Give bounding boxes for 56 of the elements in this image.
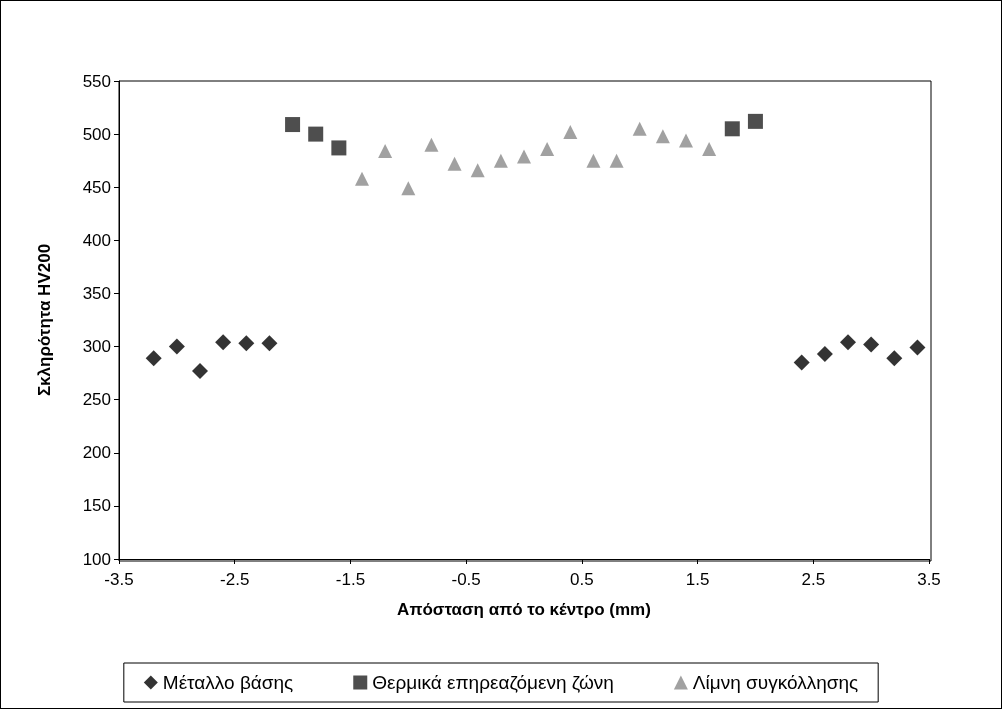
point [563,124,578,139]
x-tick-label: -2.5 [220,570,250,589]
point [679,133,693,148]
x-tick-label: 0.5 [570,570,594,589]
point [609,153,624,168]
y-tick-label: 500 [82,124,111,144]
y-tick-label: 200 [82,443,111,463]
point [702,141,717,156]
point [308,126,324,142]
legend-label: Λίμνη συγκόλλησης [692,672,859,693]
y-tick-label: 150 [82,496,111,516]
point [470,163,485,178]
point [886,350,903,367]
point [909,339,926,356]
point [447,156,462,171]
point [724,121,740,137]
point [793,354,810,371]
x-tick-label: -3.5 [104,570,134,589]
x-tick-label: 1.5 [685,570,710,589]
y-tick-label: 250 [82,390,111,410]
point [261,335,278,352]
y-tick-label: 450 [82,177,111,197]
y-axis-title: Σκληρότητα HV200 [35,243,54,397]
x-axis-title: Απόσταση από το κέντρο (mm) [397,600,651,619]
point [586,153,601,168]
legend-label: Μέταλλο βάσης [162,672,294,693]
point [424,137,439,152]
point [655,129,670,144]
point [215,334,232,351]
y-tick-label: 300 [82,337,111,357]
point [331,140,347,156]
point [863,336,880,353]
y-tick-label: 350 [82,283,111,303]
point [355,171,369,186]
point [493,153,508,168]
point [378,144,393,159]
x-tick-label: -0.5 [451,570,481,589]
legend-label: Θερμικά επηρεαζόμενη ζώνη [372,672,614,693]
point [168,338,185,355]
y-tick-label: 100 [82,549,111,569]
point [816,345,833,362]
point [238,335,255,352]
point [632,121,647,136]
point [145,350,162,367]
y-tick-label: 400 [82,230,111,250]
point [540,141,555,156]
point [517,149,531,164]
y-tick-label: 550 [82,71,111,91]
x-tick-label: 3.5 [917,570,941,589]
x-tick-label: 2.5 [801,570,826,589]
x-tick-label: -1.5 [335,570,366,589]
point [192,362,208,379]
point [840,334,856,351]
point [401,181,416,196]
point [747,113,763,129]
point [285,117,301,133]
